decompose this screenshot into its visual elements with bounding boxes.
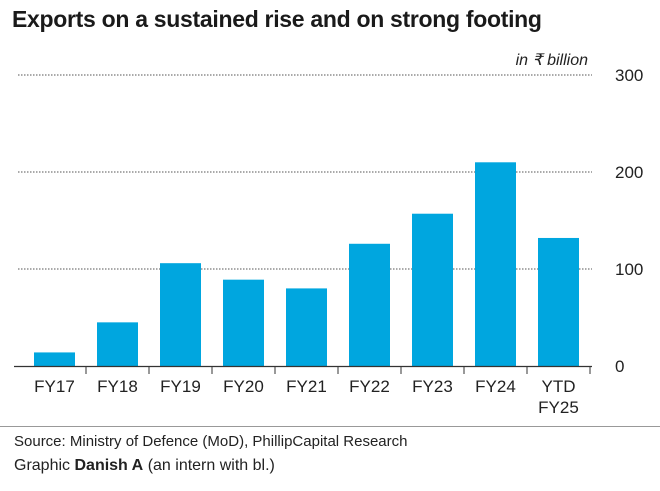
y-tick-label: 200 (615, 163, 643, 182)
bar-ytd-fy25 (538, 237, 579, 366)
x-tick-label: FY20 (223, 377, 264, 396)
y-tick-label: 0 (615, 357, 624, 376)
x-tick-label: FY23 (412, 377, 453, 396)
x-tick-label: FY22 (349, 377, 390, 396)
x-tick-label: FY17 (34, 377, 75, 396)
bar-fy17 (34, 352, 75, 366)
x-tick-label: FY24 (475, 377, 516, 396)
bar-fy24 (475, 162, 516, 366)
chart-title: Exports on a sustained rise and on stron… (12, 6, 542, 32)
y-tick-label: 300 (615, 66, 643, 85)
bar-fy18 (97, 322, 138, 366)
credit-line: Graphic Danish A (an intern with bl.) (14, 457, 275, 475)
author-name: Danish A (74, 457, 144, 474)
author-note: (an intern with bl.) (147, 457, 275, 474)
graphic-prefix: Graphic (14, 457, 71, 474)
bar-fy23 (412, 213, 453, 366)
footer-divider (0, 426, 660, 427)
y-tick-label: 100 (615, 260, 643, 279)
bar-fy21 (286, 288, 327, 366)
bar-fy22 (349, 243, 390, 366)
unit-label: in ₹ billion (515, 52, 588, 69)
x-tick-label: YTD FY25 (538, 377, 579, 417)
x-tick-label: FY19 (160, 377, 201, 396)
x-tick-label: FY21 (286, 377, 327, 396)
source-note: Source: Ministry of Defence (MoD), Phill… (14, 433, 408, 450)
bar-fy20 (223, 279, 264, 366)
x-tick-label: FY18 (97, 377, 138, 396)
bar-chart: 0 100 200 300 FY17 FY18 FY19 FY20 FY21 FY22 FY23 FY… (14, 66, 643, 417)
bar-fy19 (160, 263, 201, 366)
